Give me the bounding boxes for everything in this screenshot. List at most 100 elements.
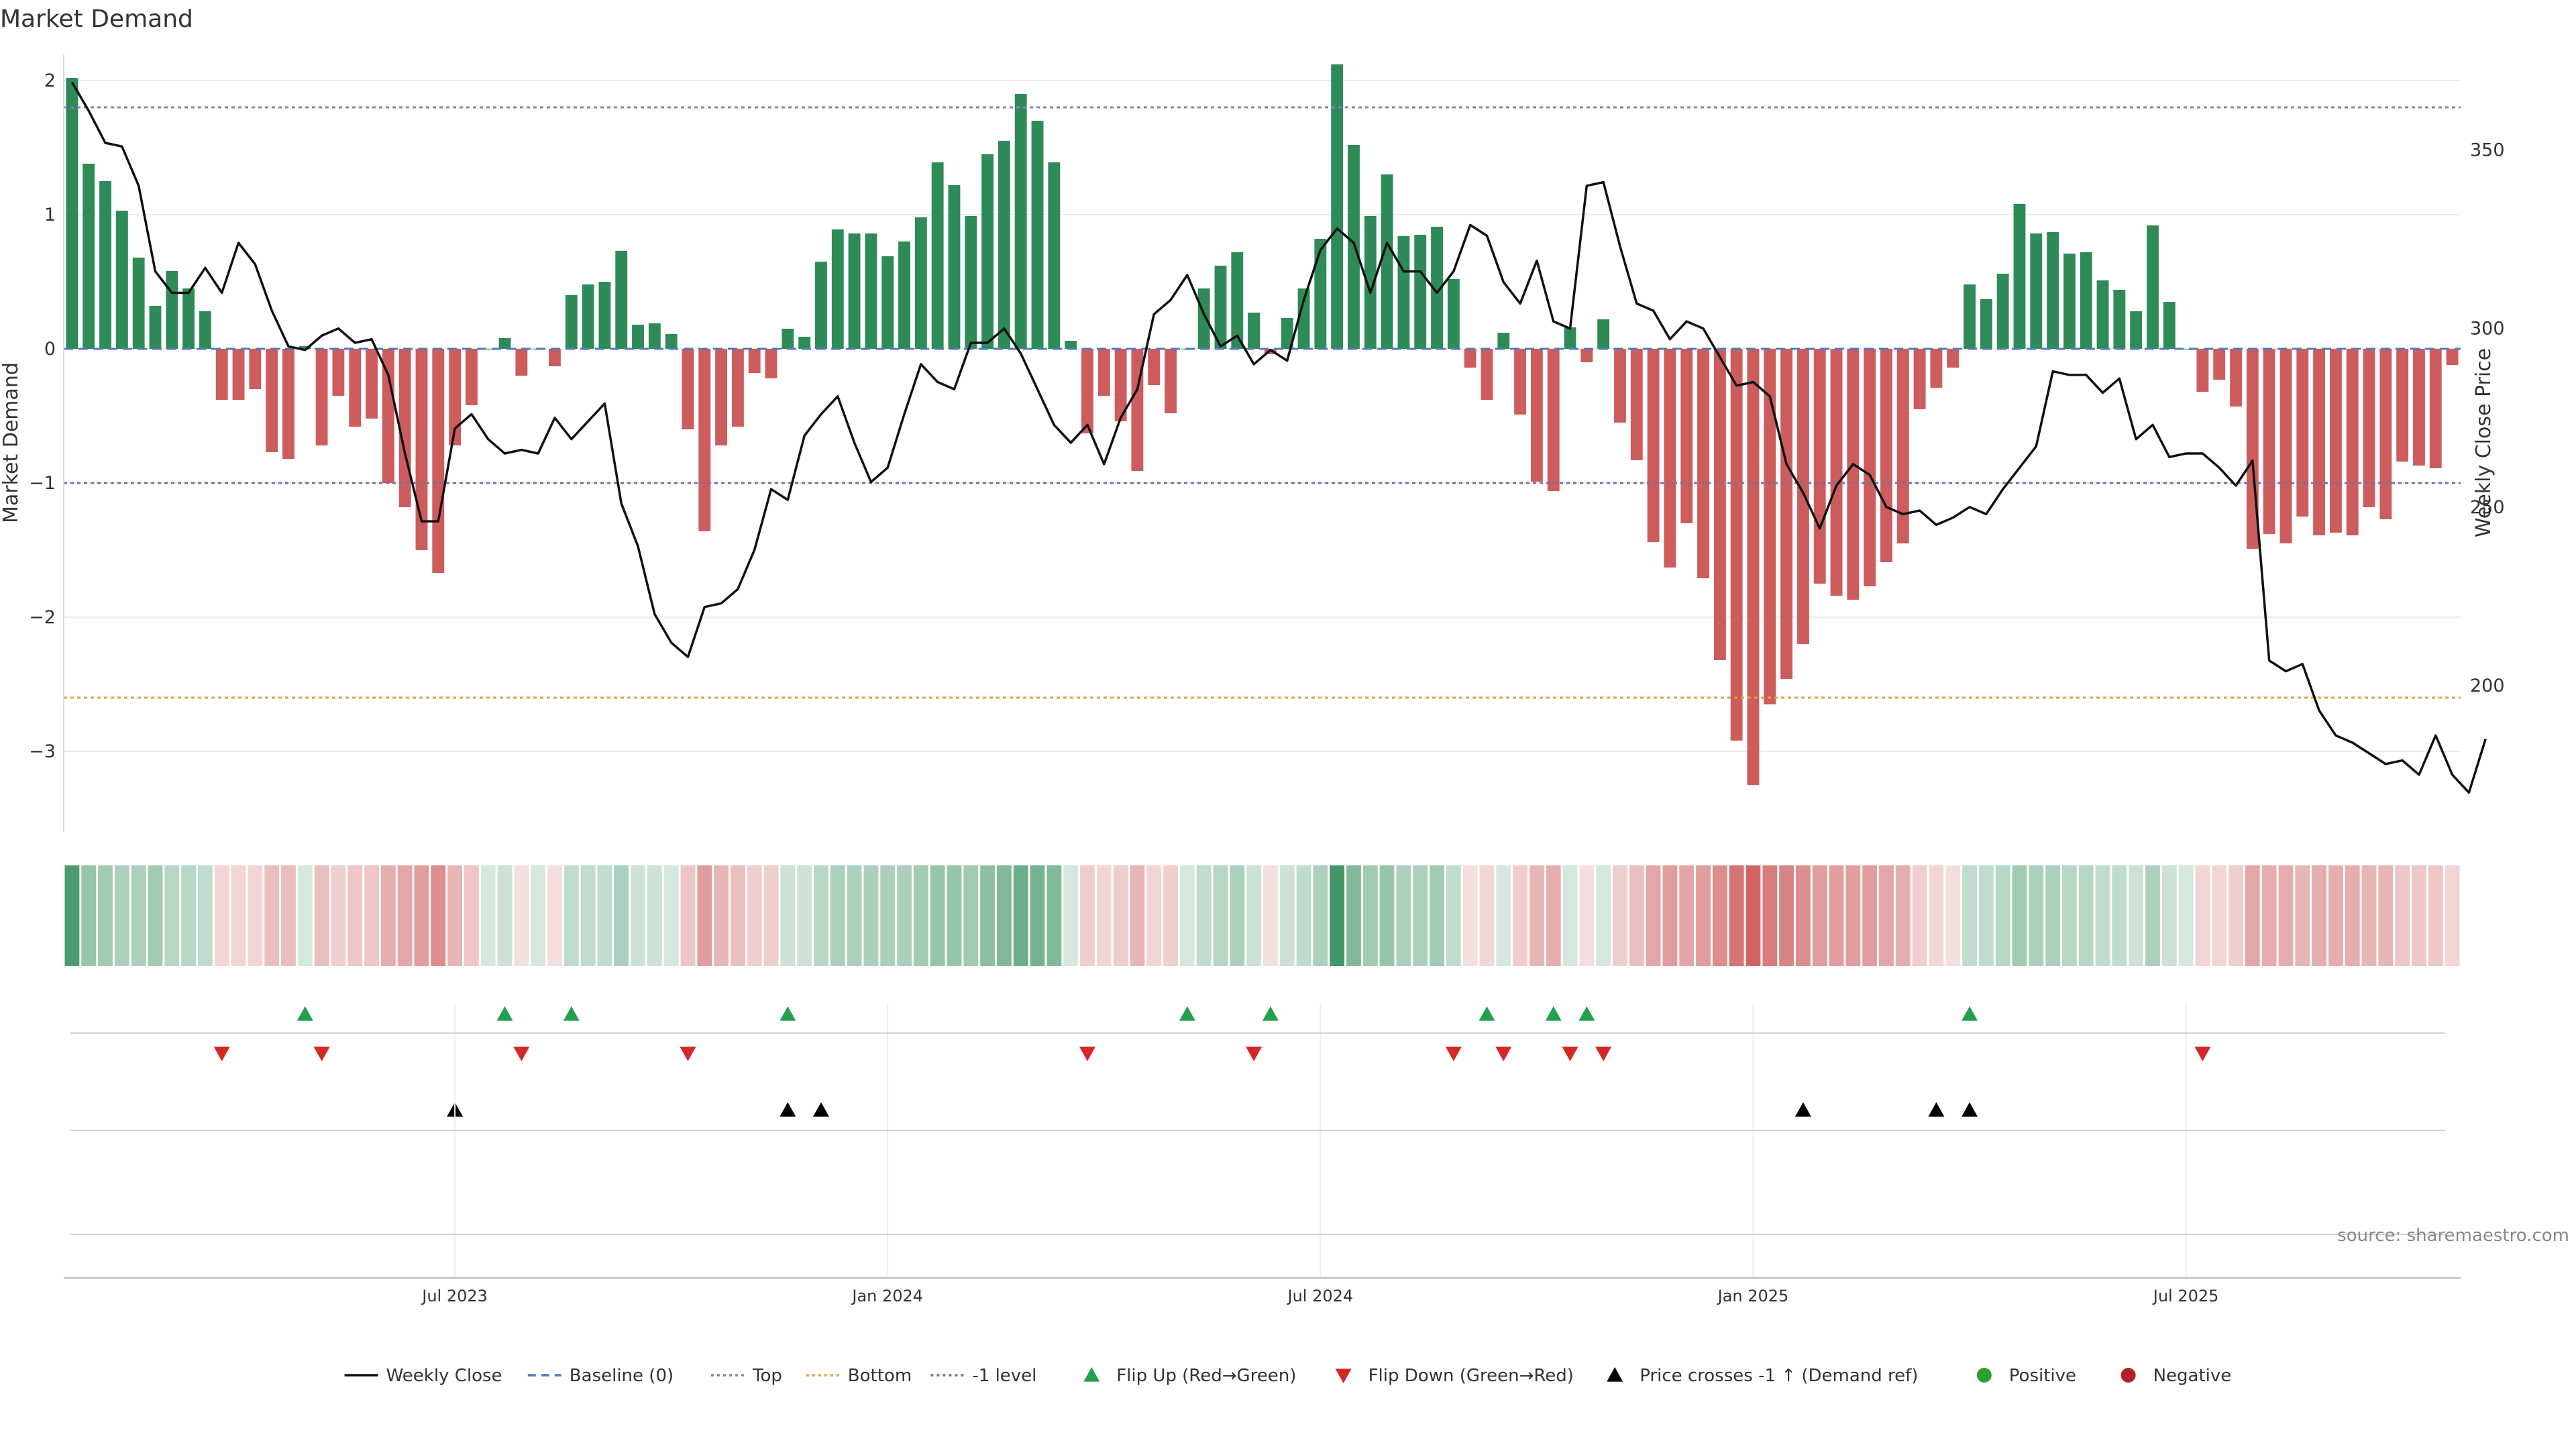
heatmap-cell <box>2178 865 2194 966</box>
heatmap-cell <box>996 865 1012 966</box>
heatmap-cell <box>397 865 413 966</box>
heatmap-cell <box>1230 865 1245 966</box>
price-line <box>70 81 2487 794</box>
heatmap-cell <box>148 865 163 966</box>
legend-item: -1 level <box>930 1366 1036 1386</box>
heatmap-cell <box>930 865 945 966</box>
demand-bar <box>2429 349 2442 468</box>
price-cross-marker <box>812 1102 829 1117</box>
demand-bar <box>1680 349 1693 523</box>
heatmap-cell <box>1346 865 1361 966</box>
heatmap-cell <box>1596 865 1611 966</box>
heatmap-cell <box>2045 865 2061 966</box>
heatmap-cell <box>1296 865 1311 966</box>
demand-bar <box>2196 349 2209 392</box>
demand-bar <box>149 306 162 349</box>
heatmap-cell <box>1279 865 1295 966</box>
flip-down-marker <box>513 1046 530 1061</box>
heatmap-cell <box>1845 865 1861 966</box>
legend-item: Baseline (0) <box>527 1366 674 1386</box>
heatmap-cell <box>2095 865 2110 966</box>
heatmap-cell <box>2428 865 2443 966</box>
demand-bar <box>981 154 994 349</box>
heatmap-cell <box>1396 865 1411 966</box>
demand-bar <box>1813 349 1826 584</box>
heatmap-cell <box>431 865 446 966</box>
flip-up-marker <box>1962 1006 1978 1021</box>
heatmap-cell <box>2278 865 2294 966</box>
demand-bar <box>2346 349 2359 535</box>
flip-down-marker <box>1246 1046 1263 1061</box>
heatmap-cell <box>1646 865 1661 966</box>
demand-bar <box>715 349 728 445</box>
flip-down-marker <box>313 1046 330 1061</box>
demand-bar <box>1197 288 1210 349</box>
legend-item: Bottom <box>806 1366 912 1386</box>
heatmap-cell <box>347 865 363 966</box>
demand-bar <box>1996 274 2009 349</box>
demand-bar <box>132 258 145 349</box>
heatmap-cell <box>2345 865 2360 966</box>
legend-swatch <box>1607 1367 1623 1382</box>
heatmap-cell <box>314 865 329 966</box>
demand-bar <box>1930 349 1943 388</box>
demand-bar <box>1097 349 1110 396</box>
heatmap-cell <box>1163 865 1178 966</box>
demand-bar <box>315 349 328 445</box>
heatmap-cell <box>814 865 828 966</box>
demand-bar <box>515 349 528 376</box>
heatmap-cell <box>1662 865 1678 966</box>
heatmap-cell <box>1629 865 1644 966</box>
demand-bar <box>1913 349 1926 409</box>
flip-up-marker <box>563 1006 580 1021</box>
demand-bar <box>66 78 78 349</box>
heatmap-cell <box>1779 865 1794 966</box>
demand-bar <box>2096 280 2109 349</box>
demand-bar <box>249 349 262 389</box>
legend-item: Flip Up (Red→Green) <box>1083 1366 1296 1386</box>
heatmap-cell <box>1579 865 1595 966</box>
demand-bar <box>1880 349 1892 562</box>
demand-bar <box>1297 288 1310 349</box>
heatmap-cell <box>447 865 463 966</box>
demand-bar <box>731 349 744 427</box>
heatmap-cell <box>1213 865 1228 966</box>
heatmap-cell <box>531 865 546 966</box>
heatmap-cell <box>1962 865 1977 966</box>
demand-bar <box>1647 349 1660 542</box>
heatmap-cell <box>1995 865 2010 966</box>
flip-markers <box>213 1006 2211 1061</box>
heatmap-cell <box>2245 865 2260 966</box>
demand-bar <box>848 233 861 349</box>
heatmap-cell <box>2229 865 2243 966</box>
flip-down-marker <box>213 1046 230 1061</box>
heatmap-cell <box>98 865 113 966</box>
demand-bar <box>1697 349 1709 578</box>
heatmap-cell <box>1562 865 1578 966</box>
heatmap-cell <box>2161 865 2177 966</box>
demand-bar <box>2279 349 2292 543</box>
heatmap-cell <box>913 865 928 966</box>
y2-tick-label: 350 <box>2470 140 2505 161</box>
heatmap-cell <box>1829 865 1844 966</box>
demand-bar <box>798 337 811 349</box>
demand-bar <box>1081 349 1093 433</box>
demand-bar <box>232 349 245 400</box>
demand-bar <box>682 349 694 429</box>
heatmap-cell <box>464 865 479 966</box>
legend-item: Negative <box>2121 1366 2231 1386</box>
price-cross-marker <box>1928 1102 1945 1117</box>
heatmap-cell <box>1113 865 1128 966</box>
demand-bar <box>2180 349 2192 350</box>
demand-bar <box>1381 174 1393 349</box>
demand-bar <box>648 323 661 349</box>
heatmap-cell <box>1879 865 1894 966</box>
demand-bar <box>1580 349 1593 362</box>
demand-bar <box>1796 349 1809 644</box>
heatmap-cell <box>2261 865 2277 966</box>
demand-bar <box>1281 318 1293 349</box>
demand-bar <box>965 216 977 349</box>
demand-heatmap <box>64 865 2460 966</box>
heatmap-cell <box>2195 865 2210 966</box>
heatmap-cell <box>1912 865 1927 966</box>
